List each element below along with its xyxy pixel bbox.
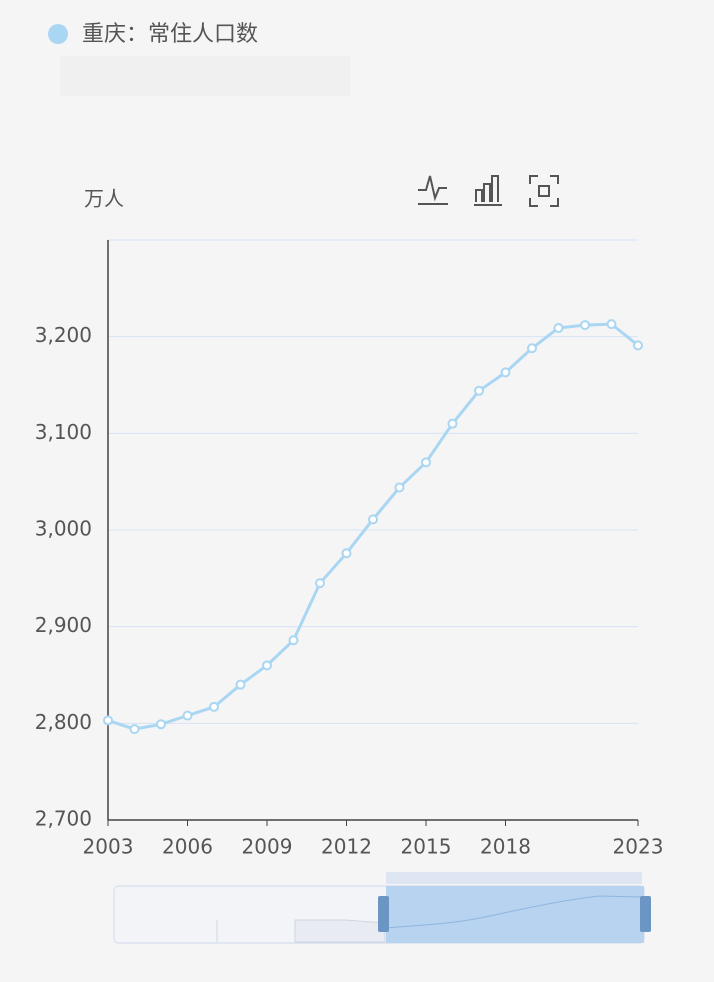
y-tick-label: 2,900 — [35, 613, 92, 637]
data-point — [500, 367, 511, 378]
bar-icon[interactable] — [474, 175, 502, 206]
x-tick-label: 2012 — [321, 835, 372, 859]
zoom-bar — [386, 872, 642, 884]
zoom-preview-line — [385, 895, 641, 929]
data-point — [606, 319, 617, 330]
data-point — [235, 679, 246, 690]
data-point — [288, 635, 299, 646]
y-axis-label: 万人 — [84, 187, 124, 211]
legend-marker — [48, 24, 68, 44]
data-point — [182, 710, 193, 721]
y-tick-label: 3,200 — [35, 323, 92, 347]
data-point — [527, 343, 537, 354]
y-tick-label: 2,800 — [35, 710, 92, 734]
blurred-subtitle — [60, 56, 350, 96]
data-point — [341, 548, 352, 559]
toolbox — [418, 175, 559, 207]
zoom-handle[interactable] — [378, 896, 389, 932]
x-tick-label: 2006 — [162, 835, 213, 859]
zoom-window — [386, 886, 644, 943]
x-tick-label: 2015 — [401, 835, 452, 859]
x-tick-label: 2003 — [83, 835, 134, 859]
zoom-preview — [216, 919, 386, 943]
data-point — [368, 514, 378, 525]
data-point — [580, 320, 590, 331]
data-point — [421, 457, 431, 468]
series-line — [107, 322, 639, 731]
y-tick-label: 3,000 — [35, 517, 92, 541]
data-point — [394, 482, 405, 493]
legend-label[interactable]: 重庆：常住人口数 — [82, 22, 258, 47]
data-point — [447, 418, 458, 429]
zoom-handle[interactable] — [640, 896, 651, 932]
x-tick-label: 2009 — [242, 835, 293, 859]
y-tick-label: 3,100 — [35, 420, 92, 444]
data-point — [129, 724, 140, 735]
data-point — [553, 322, 564, 333]
fullscreen-icon[interactable] — [529, 175, 559, 207]
data-point — [315, 578, 325, 589]
y-tick-label: 2,700 — [35, 807, 92, 831]
line-icon[interactable] — [418, 175, 448, 205]
data-point — [474, 385, 484, 396]
x-tick-label: 2018 — [480, 835, 531, 859]
data-point — [209, 701, 219, 712]
data-point — [156, 719, 166, 730]
data-zoom[interactable] — [113, 872, 651, 944]
x-tick-label: 2023 — [613, 835, 664, 859]
data-point — [103, 715, 113, 726]
data-point — [633, 340, 643, 351]
data-point — [262, 660, 272, 671]
